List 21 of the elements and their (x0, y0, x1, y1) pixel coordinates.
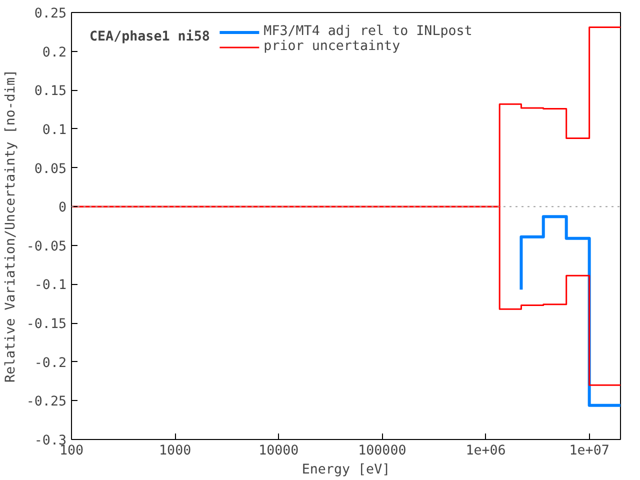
y-axis-title: Relative Variation/Uncertainty [no-dim] (3, 70, 18, 382)
y-tick-label: 0.1 (42, 122, 67, 138)
x-tick-label: 100000 (358, 444, 406, 458)
y-tick-label: -0.15 (26, 317, 67, 332)
y-tick-label: -0.2 (34, 356, 67, 371)
y-tick-label: 0 (58, 200, 67, 216)
x-tick-label: 1e+06 (466, 444, 506, 458)
y-tick-label: -0.1 (34, 278, 67, 294)
x-tick-label: 10000 (258, 444, 299, 458)
y-tick-label: 0.2 (42, 45, 67, 60)
x-tick-label: 1000 (159, 444, 192, 458)
y-tick-label: -0.25 (26, 394, 67, 410)
x-axis-title: Energy [eV] (302, 462, 390, 478)
annotation: CEA/phase1 ni58 (90, 30, 210, 44)
legend-label: prior uncertainty (264, 39, 400, 54)
x-tick-label: 1e+07 (569, 444, 610, 458)
legend-label: MF3/MT4 adj rel to INLpost (264, 24, 472, 39)
y-tick-label: 0.15 (34, 84, 67, 100)
y-tick-label: -0.05 (26, 239, 67, 254)
y-tick-label: 0.25 (34, 6, 67, 22)
y-tick-label: 0.05 (34, 162, 67, 177)
